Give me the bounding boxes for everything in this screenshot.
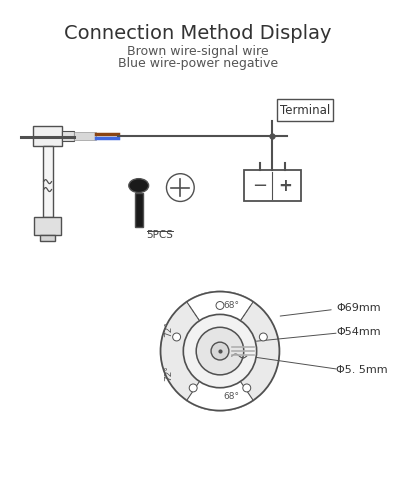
Circle shape [243,384,251,392]
Polygon shape [187,292,253,351]
Bar [40,235,56,241]
Text: Blue wire-power negative: Blue wire-power negative [118,57,278,70]
Text: 72°: 72° [164,322,173,337]
Circle shape [160,292,280,410]
Ellipse shape [129,178,149,192]
Text: −: − [252,176,268,194]
Text: Φ69mm: Φ69mm [336,304,380,314]
Bar [62,131,74,141]
Bar [278,100,333,121]
Bar [244,170,301,202]
Circle shape [173,333,180,341]
Bar [43,146,52,218]
Bar [135,192,143,227]
Text: Brown wire-signal wire: Brown wire-signal wire [127,46,269,59]
Text: Terminal: Terminal [280,104,330,117]
Bar [74,132,96,140]
Circle shape [211,342,229,360]
Circle shape [259,333,267,341]
Text: Φ5. 5mm: Φ5. 5mm [336,365,388,375]
Text: 68°: 68° [224,392,240,401]
Text: 68°: 68° [224,301,240,310]
Text: +: + [278,176,292,194]
Circle shape [196,328,244,375]
Circle shape [166,174,194,202]
Circle shape [216,302,224,310]
Bar [33,126,62,146]
Polygon shape [187,351,253,410]
Circle shape [189,384,197,392]
Circle shape [183,314,257,388]
Bar [34,218,62,235]
Text: Connection Method Display: Connection Method Display [64,24,332,44]
Text: 72°: 72° [164,365,173,381]
Text: 5PCS: 5PCS [147,230,174,240]
Text: Φ54mm: Φ54mm [336,327,380,337]
